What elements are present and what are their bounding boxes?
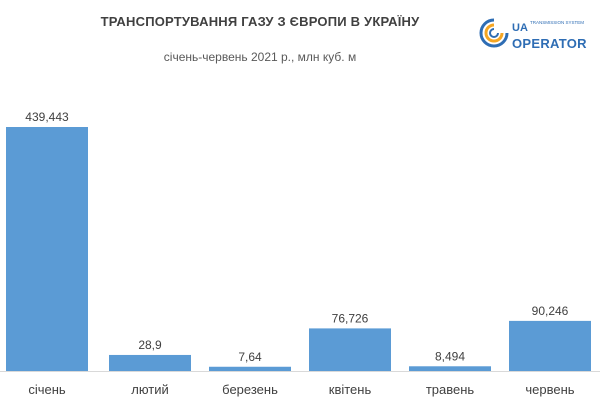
value-label-березень: 7,64 bbox=[238, 350, 262, 364]
logo-swirl-icon bbox=[479, 18, 509, 48]
bar-лютий bbox=[109, 354, 191, 371]
chart-title: ТРАНСПОРТУВАННЯ ГАЗУ З ЄВРОПИ В УКРАЇНУ bbox=[100, 14, 420, 29]
category-label-квітень: квітень bbox=[329, 382, 372, 397]
category-label-лютий: лютий bbox=[131, 382, 169, 397]
bar-травень bbox=[409, 366, 491, 371]
value-label-лютий: 28,9 bbox=[138, 338, 162, 352]
bar-квітень bbox=[309, 328, 391, 371]
company-logo: UA TRANSMISSION SYSTEM OPERATOR bbox=[478, 16, 598, 56]
logo-text-operator: OPERATOR bbox=[512, 36, 587, 51]
value-label-травень: 8,494 bbox=[435, 349, 465, 363]
category-label-травень: травень bbox=[426, 382, 475, 397]
category-label-березень: березень bbox=[222, 382, 278, 397]
bar-березень bbox=[209, 366, 291, 371]
value-label-червень: 90,246 bbox=[532, 304, 569, 318]
logo-text-ua: UA bbox=[512, 22, 528, 34]
category-label-червень: червень bbox=[525, 382, 574, 397]
category-label-січень: січень bbox=[28, 382, 66, 397]
logo-text-tso: TRANSMISSION SYSTEM bbox=[530, 20, 585, 25]
bar-січень bbox=[6, 127, 88, 371]
chart-subtitle: січень-червень 2021 р., млн куб. м bbox=[163, 50, 357, 64]
value-label-січень: 439,443 bbox=[25, 110, 69, 124]
bar-червень bbox=[509, 320, 591, 371]
value-label-квітень: 76,726 bbox=[332, 311, 369, 325]
